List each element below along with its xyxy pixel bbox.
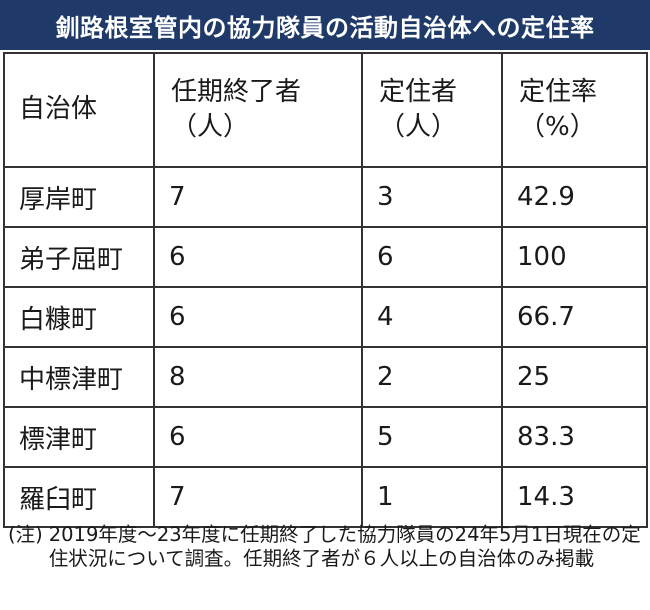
cell-settled: 3 [361, 166, 503, 228]
header-settlement-rate-label: 定住率 [519, 76, 598, 107]
cell-settlement-rate: 14.3 [501, 466, 648, 528]
header-settled: 定住者 （人） [361, 52, 503, 168]
table-title: 釧路根室管内の協力隊員の活動自治体への定住率 [0, 0, 650, 50]
table-row: 中標津町 8 2 25 [3, 346, 648, 408]
header-municipality-label: 自治体 [19, 94, 98, 125]
cell-municipality: 標津町 [3, 406, 155, 468]
cell-term-ended: 6 [153, 406, 363, 468]
cell-term-ended: 6 [153, 286, 363, 348]
table-row: 標津町 6 5 83.3 [3, 406, 648, 468]
cell-term-ended: 7 [153, 166, 363, 228]
header-term-ended-unit: （人） [171, 112, 250, 142]
cell-settlement-rate: 25 [501, 346, 648, 408]
table-row: 白糠町 6 4 66.7 [3, 286, 648, 348]
footnote-text: 2019年度～23年度に任期終了した協力隊員の24年5月1日現在の定住状況につい… [48, 523, 641, 570]
table-row: 弟子屈町 6 6 100 [3, 226, 648, 288]
footnote: (注) 2019年度～23年度に任期終了した協力隊員の24年5月1日現在の定住状… [8, 523, 644, 571]
cell-settled: 6 [361, 226, 503, 288]
header-municipality: 自治体 [3, 52, 155, 168]
header-settlement-rate-unit: （%） [519, 112, 596, 142]
header-row: 自治体 任期終了者 （人） 定住者 （人） 定住率 （%） [3, 52, 648, 168]
cell-settled: 5 [361, 406, 503, 468]
header-term-ended: 任期終了者 （人） [153, 52, 363, 168]
cell-municipality: 羅臼町 [3, 466, 155, 528]
cell-settlement-rate: 66.7 [501, 286, 648, 348]
cell-municipality: 弟子屈町 [3, 226, 155, 288]
header-term-ended-label: 任期終了者 [171, 76, 302, 107]
table-row: 羅臼町 7 1 14.3 [3, 466, 648, 528]
cell-settled: 4 [361, 286, 503, 348]
header-settled-unit: （人） [379, 112, 458, 142]
cell-settled: 1 [361, 466, 503, 528]
cell-settlement-rate: 83.3 [501, 406, 648, 468]
header-settlement-rate: 定住率 （%） [501, 52, 648, 168]
footnote-mark: (注) [8, 523, 43, 546]
cell-settlement-rate: 42.9 [501, 166, 648, 228]
table-row: 厚岸町 7 3 42.9 [3, 166, 648, 228]
cell-settlement-rate: 100 [501, 226, 648, 288]
cell-municipality: 白糠町 [3, 286, 155, 348]
cell-term-ended: 8 [153, 346, 363, 408]
cell-municipality: 厚岸町 [3, 166, 155, 228]
cell-municipality: 中標津町 [3, 346, 155, 408]
cell-settled: 2 [361, 346, 503, 408]
cell-term-ended: 6 [153, 226, 363, 288]
header-settled-label: 定住者 [379, 76, 458, 107]
settlement-rate-table: 自治体 任期終了者 （人） 定住者 （人） 定住率 （%） 厚岸町 7 3 42… [3, 52, 648, 528]
cell-term-ended: 7 [153, 466, 363, 528]
